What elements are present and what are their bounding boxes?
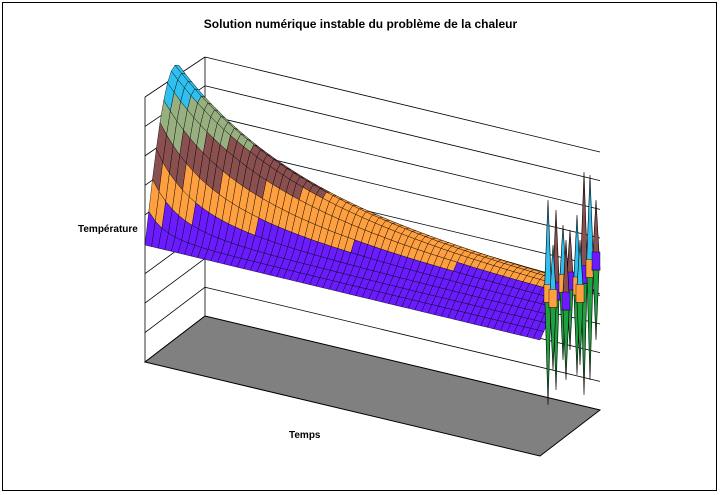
- surface-cell-959: [533, 329, 545, 341]
- instability-band-7: [591, 251, 601, 271]
- instability-band-10: [575, 284, 585, 303]
- y-axis-label: Température: [78, 224, 138, 235]
- grid-line-back-8: [204, 286, 601, 382]
- chart-title: Solution numérique instable du problème …: [203, 17, 518, 31]
- grid-line-back-2: [204, 114, 601, 210]
- floor-plane: [143, 315, 602, 457]
- grid-line-left-8: [144, 286, 206, 333]
- x-axis-label: Temps: [289, 430, 321, 441]
- instability-band-8: [548, 289, 558, 308]
- grid-line-left-7: [144, 258, 206, 304]
- instability-spike-down-6: [586, 277, 594, 381]
- instability-spike-down-7: [592, 269, 600, 341]
- grid-line-back-1: [204, 85, 601, 182]
- grid-line-back-0: [204, 56, 601, 153]
- instability-band-9: [561, 291, 571, 311]
- instability-spike-down-0: [544, 302, 552, 406]
